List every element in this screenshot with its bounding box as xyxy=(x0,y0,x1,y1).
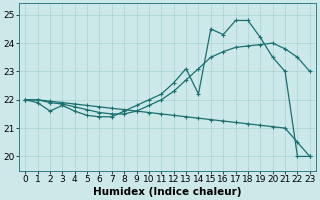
X-axis label: Humidex (Indice chaleur): Humidex (Indice chaleur) xyxy=(93,187,242,197)
